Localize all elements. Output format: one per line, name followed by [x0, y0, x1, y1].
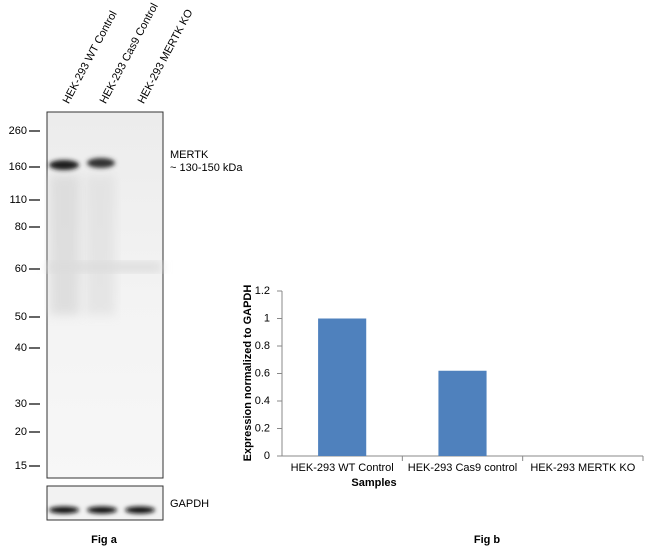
y-tick-label: 0.2 — [255, 422, 270, 434]
marker-label: 60 — [15, 263, 27, 275]
bar — [318, 318, 367, 456]
marker-label: 20 — [15, 426, 27, 438]
target-label: MERTK — [170, 149, 209, 161]
fig-a-caption: Fig a — [91, 534, 118, 546]
y-tick-label: 0 — [264, 450, 270, 462]
target-size: ~ 130-150 kDa — [170, 162, 243, 174]
y-tick-label: 0.4 — [255, 395, 270, 407]
y-axis-title: Expression normalized to GAPDH — [242, 285, 254, 462]
x-axis-title: Samples — [351, 477, 396, 489]
loading-control-label: GAPDH — [170, 498, 209, 510]
marker-label: 80 — [15, 221, 27, 233]
y-tick-label: 0.8 — [255, 340, 270, 352]
blot — [46, 111, 164, 521]
x-tick-label: HEK-293 WT Control — [291, 462, 394, 474]
fig-b-caption: Fig b — [474, 534, 501, 546]
marker-label: 50 — [15, 311, 27, 323]
marker-label: 260 — [9, 125, 27, 137]
marker-label: 160 — [9, 161, 27, 173]
x-tick-label: HEK-293 Cas9 control — [408, 462, 517, 474]
marker-label: 30 — [15, 398, 27, 410]
y-tick-label: 0.6 — [255, 367, 270, 379]
y-tick-label: 1 — [264, 312, 270, 324]
marker-label: 15 — [15, 460, 27, 472]
y-tick-label: 1.2 — [255, 285, 270, 297]
marker-label: 40 — [15, 342, 27, 354]
x-tick-label: HEK-293 MERTK KO — [530, 462, 635, 474]
marker-label: 110 — [9, 194, 27, 206]
bar — [438, 370, 487, 456]
